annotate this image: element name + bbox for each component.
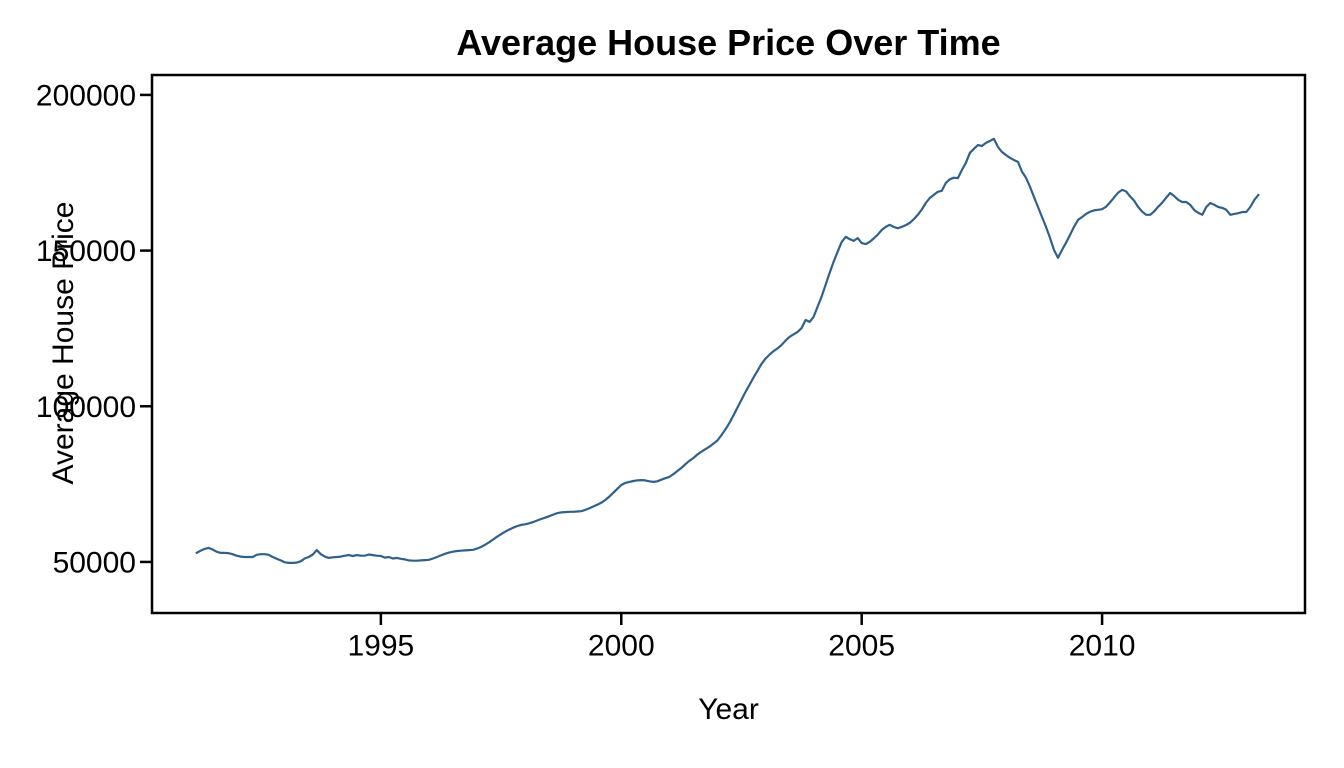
plot-border <box>150 73 1307 615</box>
x-tick-label: 1995 <box>347 630 414 663</box>
y-tick-label: 50000 <box>53 546 136 579</box>
price-line <box>195 137 1260 565</box>
chart-title: Average House Price Over Time <box>456 22 1001 63</box>
axis-ticks <box>140 93 1104 625</box>
y-axis-title: Average House Price <box>47 201 80 485</box>
x-tick-label: 2010 <box>1069 630 1136 663</box>
y-tick-label: 100000 <box>36 391 136 424</box>
axis-tick-labels: 1995 2000 2005 2010 50000 100000 150000 200000 <box>36 79 1136 662</box>
y-tick-label: 150000 <box>36 235 136 268</box>
x-tick-label: 2000 <box>588 630 655 663</box>
x-tick-label: 2005 <box>828 630 895 663</box>
x-axis-title: Year <box>698 693 759 726</box>
y-tick-label: 200000 <box>36 79 136 112</box>
